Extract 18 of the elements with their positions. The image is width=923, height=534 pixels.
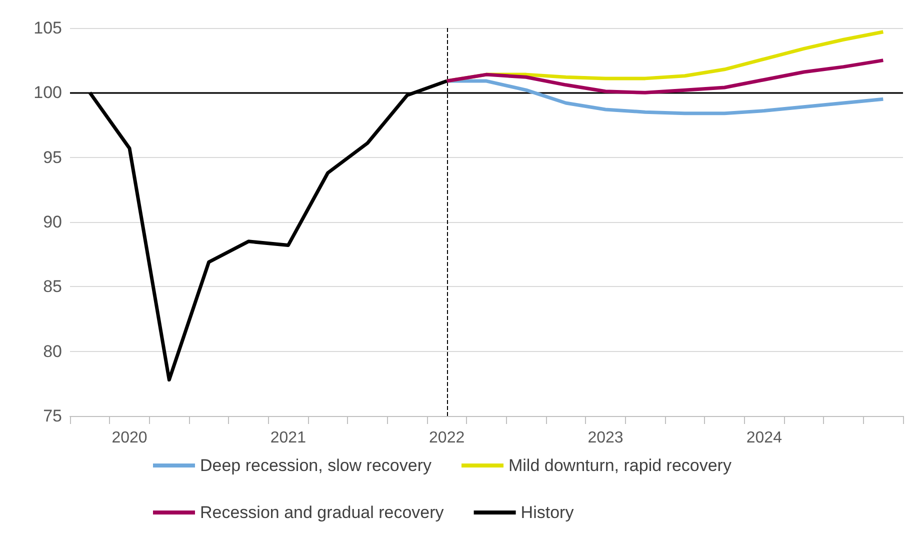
- y-tick-label: 75: [43, 406, 62, 426]
- x-tick-label: 2024: [746, 430, 782, 446]
- y-tick-label: 95: [43, 148, 62, 167]
- x-tick-label: 2021: [270, 430, 306, 446]
- line-series: [445, 79, 885, 116]
- y-tick-label: 90: [43, 212, 62, 232]
- y-tick-label: 80: [43, 342, 62, 361]
- legend-label: Deep recession, slow recovery: [200, 456, 432, 475]
- y-tick-label: 100: [34, 83, 62, 102]
- y-tick-label: 85: [43, 277, 62, 296]
- line-series: [445, 58, 885, 94]
- x-tick-label: 2023: [588, 430, 624, 446]
- legend-label: Mild downturn, rapid recovery: [508, 456, 732, 475]
- legend-label: Recession and gradual recovery: [200, 503, 444, 522]
- y-tick-label: 105: [34, 18, 62, 38]
- x-tick-label: 2022: [429, 430, 465, 446]
- x-tick-label: 2020: [112, 430, 148, 446]
- legend-label: History: [520, 503, 574, 522]
